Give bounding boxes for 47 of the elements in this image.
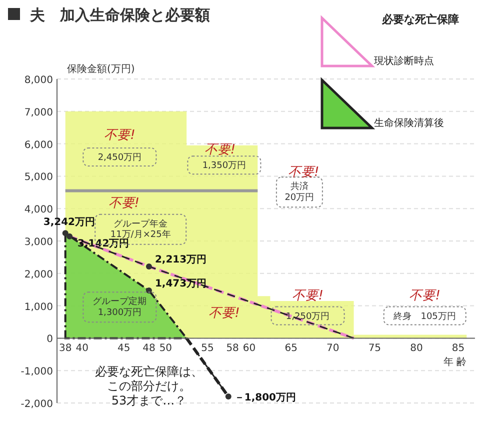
annotation: 共済20万円: [284, 181, 314, 203]
y-tick-label: 3,000: [24, 237, 53, 248]
x-tick-label: 85: [452, 343, 465, 354]
x-tick-label: 75: [368, 343, 382, 354]
annotation: グループ定期1,300万円: [92, 296, 147, 318]
annotation: 1,350万円: [202, 161, 246, 172]
x-tick-label: 65: [284, 343, 298, 354]
x-tick-label: 38: [58, 343, 72, 354]
annotation: 1,473万円: [154, 278, 207, 290]
y-tick-label: 6,000: [24, 140, 53, 151]
x-tick-label: 48: [142, 343, 156, 354]
annotation: 必要な死亡保障は、この部分だけ。53才まで…？: [94, 364, 203, 408]
x-tick-label: 60: [242, 343, 256, 354]
point: [225, 394, 232, 400]
x-tick-label: 40: [76, 343, 88, 354]
annotation: 不要!: [204, 142, 236, 158]
legend-title: 必要な死亡保障: [381, 13, 459, 26]
x-tick-label: 50: [159, 343, 172, 354]
y-tick-label: 4,000: [24, 204, 53, 216]
x-tick-label: 58: [226, 343, 239, 354]
y-tick-label: 0: [46, 334, 53, 346]
y-tick-label: -2,000: [20, 399, 53, 410]
x-tick-label: 70: [326, 343, 340, 354]
y-tick-label: 2,000: [24, 269, 53, 280]
annotation: 不要!: [104, 128, 136, 143]
annotation: 2,213万円: [154, 254, 207, 266]
y-axis-title: 保険金額(万円): [67, 63, 135, 75]
x-tick-label: 45: [118, 343, 130, 354]
chart-title: 夫 加入生命保険と必要額: [29, 6, 210, 24]
y-tick-label: 5,000: [24, 172, 53, 184]
text: 現状診断時点: [374, 55, 434, 67]
x-tick-label: 55: [201, 343, 214, 354]
text: 生命保険清算後: [374, 117, 444, 129]
annotation: 終身 105万円: [392, 310, 456, 322]
y-tick-label: 7,000: [24, 107, 53, 118]
annotation: 不要!: [288, 165, 320, 180]
x-axis-title: 年 齢: [443, 356, 467, 368]
y-tick-label: 1,000: [24, 302, 53, 313]
annotation: 不要!: [108, 196, 140, 211]
x-tick-label: 80: [410, 343, 423, 354]
annotation: 2,450万円: [98, 153, 142, 163]
annotation: 不要!: [409, 288, 440, 304]
y-tick-label: -1,000: [20, 366, 53, 378]
annotation: －1,800万円: [234, 392, 296, 404]
annotation: 不要!: [208, 306, 240, 322]
y-tick-label: 8,000: [24, 75, 53, 86]
annotation: 不要!: [292, 288, 324, 304]
